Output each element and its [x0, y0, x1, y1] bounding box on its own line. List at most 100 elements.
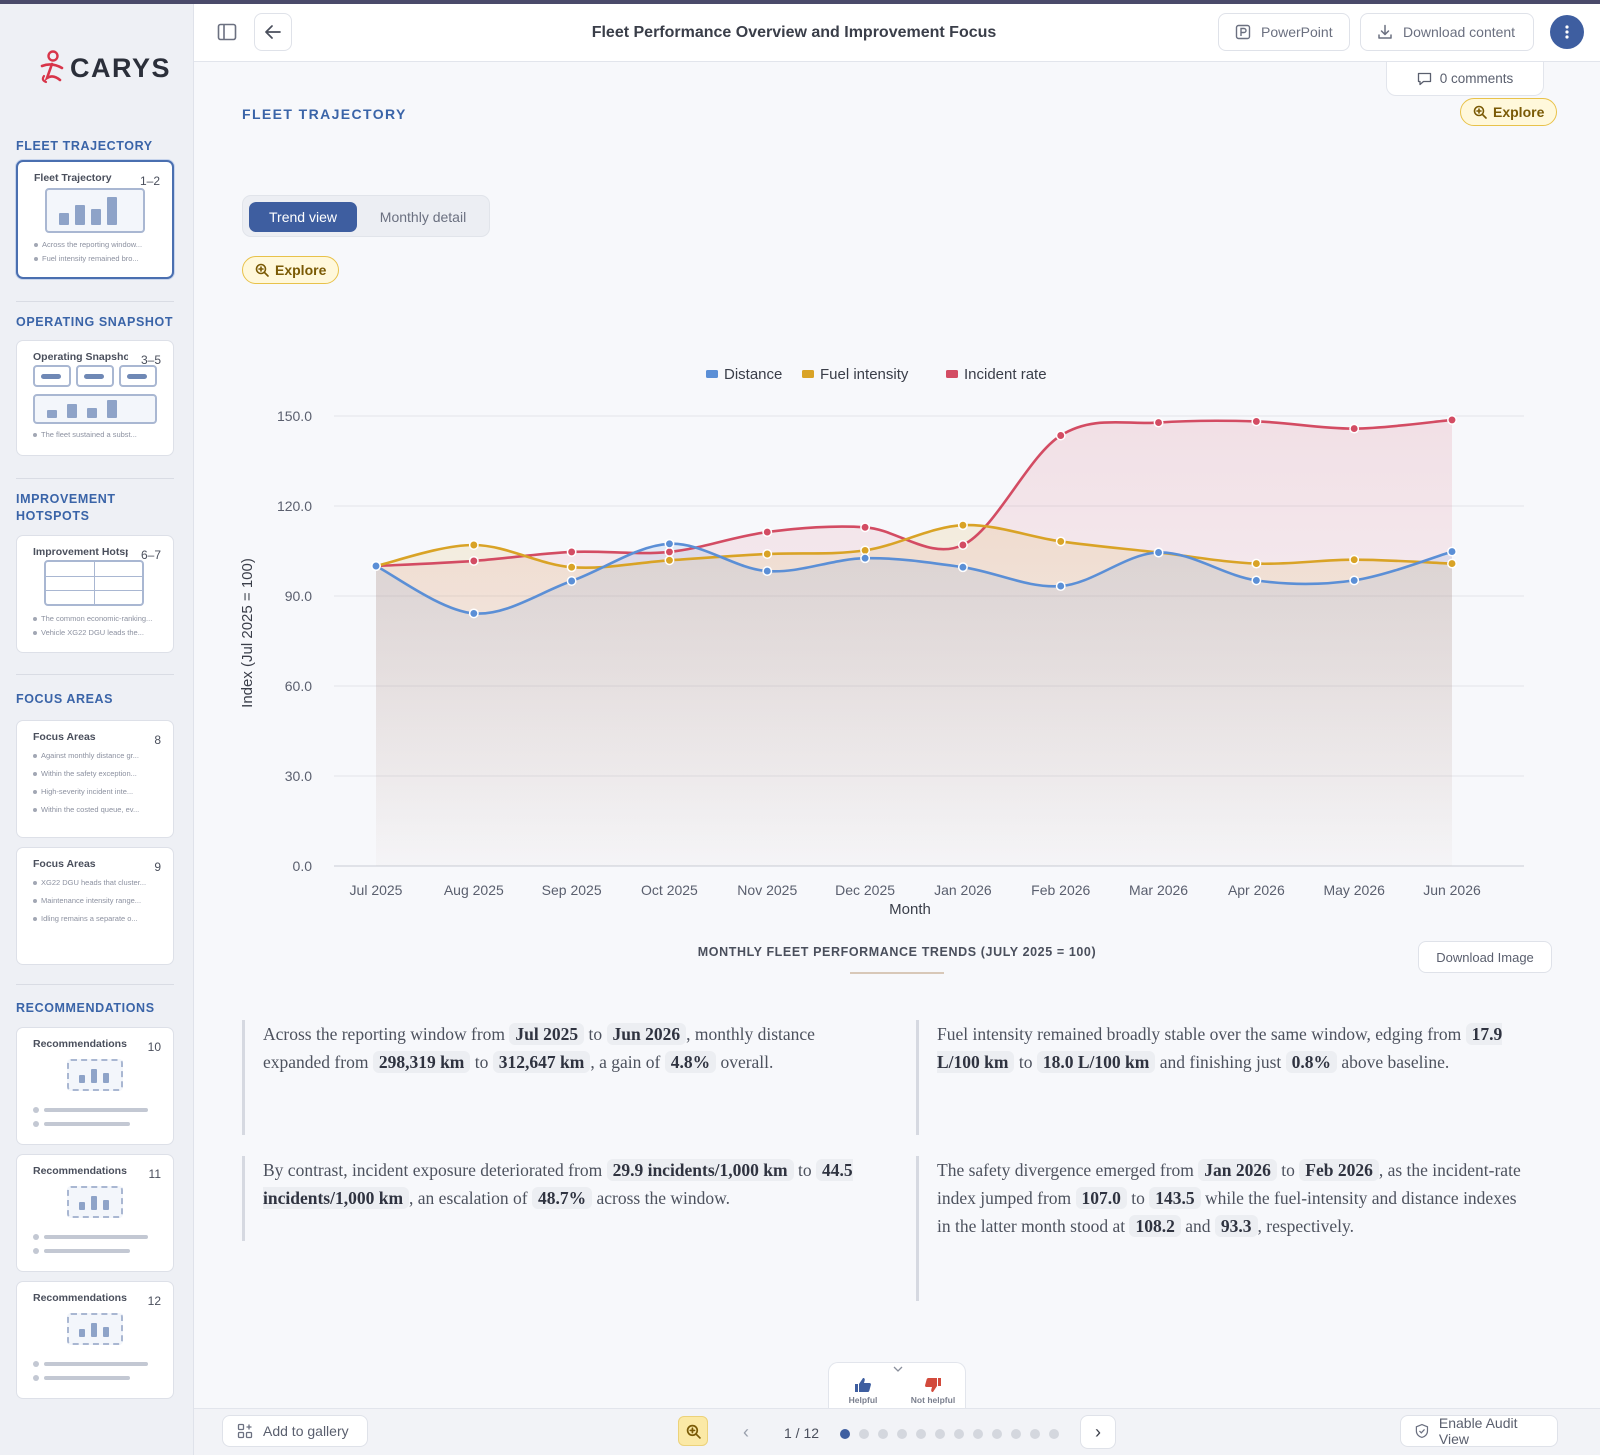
page-dot[interactable] — [973, 1429, 983, 1439]
sidebar-thumb-focus-areas-9[interactable]: Focus Areas 9 XG22 DGU heads that cluste… — [16, 847, 174, 965]
chevron-down-icon[interactable] — [893, 1366, 903, 1372]
thumb-chart-placeholder — [67, 1186, 123, 1218]
zoom-button[interactable] — [678, 1416, 708, 1446]
section-divider — [16, 984, 174, 985]
explore-chart-button[interactable]: Explore — [242, 256, 340, 284]
page-dot[interactable] — [954, 1429, 964, 1439]
trend-line-chart[interactable]: 0.0 30.0 60.0 90.0 120.0 150.0 Jul 2025 Aug 202… — [234, 352, 1564, 952]
powerpoint-icon — [1235, 24, 1251, 40]
not-helpful-button[interactable]: Not helpful — [903, 1377, 963, 1405]
y-tick-label: 0.0 — [293, 858, 313, 874]
x-tick-label: Aug 2025 — [444, 882, 504, 898]
y-tick-label: 30.0 — [285, 768, 312, 784]
page-dot[interactable] — [897, 1429, 907, 1439]
x-axis-title: Month — [889, 901, 931, 918]
sidebar-thumb-recommendations-12[interactable]: Recommendations 12 — [16, 1281, 174, 1399]
page-dot[interactable] — [840, 1429, 850, 1439]
highlight-value: Jun 2026 — [606, 1023, 687, 1045]
highlight-value: 48.7% — [531, 1187, 593, 1209]
sidebar-section-improvement-hotspots[interactable]: IMPROVEMENT HOTSPOTS — [16, 492, 116, 523]
zoom-in-icon — [255, 263, 269, 277]
data-point-distance — [860, 553, 871, 564]
trend-view-tab[interactable]: Trend view — [249, 202, 357, 232]
legend-label: Incident rate — [964, 366, 1047, 383]
page-dot[interactable] — [878, 1429, 888, 1439]
highlight-value: Jul 2025 — [509, 1023, 585, 1045]
insight-incident-rate: By contrast, incident exposure deteriora… — [242, 1156, 862, 1241]
shield-check-icon — [1415, 1423, 1429, 1439]
monthly-detail-tab[interactable]: Monthly detail — [379, 209, 467, 225]
sidebar-section-operating-snapshot[interactable]: OPERATING SNAPSHOT — [16, 315, 174, 329]
gallery-add-icon — [237, 1423, 253, 1439]
page-dot[interactable] — [916, 1429, 926, 1439]
sidebar-section-focus-areas[interactable]: FOCUS AREAS — [16, 692, 114, 706]
legend-swatch — [946, 370, 958, 378]
sidebar-thumb-operating-snapshot[interactable]: Operating Snapshot 3–5 The fleet sustain… — [16, 340, 174, 456]
thumb-page-number: 8 — [154, 733, 161, 747]
comments-button[interactable]: 0 comments — [1386, 62, 1544, 96]
main-content: 0 comments FLEET TRAJECTORY Explore Tren… — [194, 62, 1600, 1412]
data-point-fuel-intensity — [1055, 536, 1066, 547]
back-button[interactable] — [254, 13, 292, 51]
sidebar-thumb-improvement-hotspots[interactable]: Improvement Hotsp... 6–7 The common econ… — [16, 535, 174, 653]
sidebar-thumb-fleet-trajectory[interactable]: Fleet Trajectory 1–2 Across the reportin… — [16, 160, 174, 279]
x-tick-label: Oct 2025 — [641, 882, 698, 898]
data-point-incident-rate — [1349, 423, 1360, 434]
more-options-button[interactable] — [1550, 15, 1584, 49]
download-content-label: Download content — [1403, 24, 1516, 40]
thumb-bullet: Idling remains a separate o... — [33, 914, 153, 923]
data-point-incident-rate — [1447, 414, 1457, 425]
page-dot[interactable] — [1049, 1429, 1059, 1439]
thumbs-up-icon — [855, 1378, 871, 1392]
y-tick-label: 150.0 — [277, 408, 312, 424]
page-dot[interactable] — [1011, 1429, 1021, 1439]
thumb-title: Recommendations — [33, 1165, 127, 1177]
brand-logo[interactable]: CARYS — [38, 50, 171, 86]
sidebar-thumb-recommendations-11[interactable]: Recommendations 11 — [16, 1154, 174, 1272]
next-page-button[interactable]: › — [1080, 1415, 1116, 1449]
powerpoint-button[interactable]: PowerPoint — [1218, 13, 1350, 51]
thumb-bullet: Vehicle XG22 DGU leads the... — [33, 628, 153, 637]
sidebar-section-fleet-trajectory[interactable]: FLEET TRAJECTORY — [16, 139, 153, 153]
thumb-bullet: Within the costed queue, ev... — [33, 805, 153, 814]
highlight-value: 108.2 — [1129, 1215, 1181, 1237]
thumb-title: Recommendations — [33, 1038, 127, 1050]
sidebar-thumb-recommendations-10[interactable]: Recommendations 10 — [16, 1027, 174, 1145]
sidebar-section-recommendations[interactable]: RECOMMENDATIONS — [16, 1001, 155, 1015]
data-point-fuel-intensity — [1349, 554, 1360, 565]
data-point-fuel-intensity — [566, 562, 577, 573]
chart-caption: MONTHLY FLEET PERFORMANCE TRENDS (JULY 2… — [697, 945, 1097, 959]
sidebar-thumb-focus-areas-8[interactable]: Focus Areas 8 Against monthly distance g… — [16, 720, 174, 838]
page-dot[interactable] — [1030, 1429, 1040, 1439]
add-to-gallery-button[interactable]: Add to gallery — [222, 1415, 368, 1447]
page-dot[interactable] — [935, 1429, 945, 1439]
thumb-title: Operating Snapshot — [33, 351, 128, 363]
page-dot[interactable] — [992, 1429, 1002, 1439]
toggle-sidebar-button[interactable] — [208, 13, 246, 51]
page-dot[interactable] — [859, 1429, 869, 1439]
thumb-bullet: Against monthly distance gr... — [33, 751, 153, 760]
explore-section-button[interactable]: Explore — [1460, 98, 1558, 126]
thumb-page-number: 12 — [147, 1294, 161, 1308]
x-tick-label: Jan 2026 — [934, 882, 992, 898]
top-header: Fleet Performance Overview and Improveme… — [194, 4, 1600, 62]
highlight-value: 18.0 L/100 km — [1036, 1051, 1156, 1073]
helpful-button[interactable]: Helpful — [833, 1377, 893, 1405]
insight-fuel-intensity: Fuel intensity remained broadly stable o… — [916, 1020, 1530, 1135]
arrow-left-icon — [265, 25, 281, 39]
comments-count: 0 comments — [1439, 71, 1514, 86]
data-point-incident-rate — [468, 555, 479, 566]
enable-audit-view-button[interactable]: Enable Audit View — [1400, 1415, 1558, 1447]
highlight-value: 107.0 — [1075, 1187, 1127, 1209]
data-point-distance — [1055, 581, 1066, 592]
previous-page-button[interactable]: ‹ — [743, 1421, 749, 1442]
section-divider — [16, 674, 174, 675]
thumb-bullet: XG22 DGU heads that cluster... — [33, 878, 153, 887]
download-image-button[interactable]: Download Image — [1418, 941, 1552, 973]
x-tick-label: Apr 2026 — [1228, 882, 1285, 898]
data-point-distance — [1447, 546, 1457, 557]
audit-view-label: Enable Audit View — [1438, 1415, 1518, 1447]
data-point-distance — [957, 562, 968, 573]
download-content-button[interactable]: Download content — [1360, 13, 1534, 51]
data-point-incident-rate — [762, 527, 773, 538]
